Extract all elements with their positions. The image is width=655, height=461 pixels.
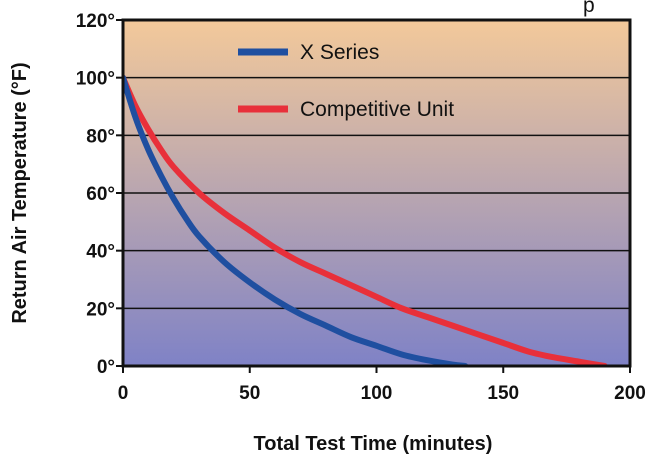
grid-lines	[123, 76, 630, 310]
y-tick-label: 80°	[86, 126, 115, 147]
x-tick-label: 50	[239, 383, 260, 404]
x-axis-title: Total Test Time (minutes)	[254, 433, 493, 455]
y-axis-title: Return Air Temperature (°F)	[9, 62, 31, 323]
legend-label: X Series	[300, 41, 379, 64]
y-tick-label: 0°	[97, 357, 115, 378]
y-tick-label: 100°	[76, 69, 115, 90]
y-tick-label: 120°	[76, 11, 115, 32]
series-lines	[123, 74, 608, 366]
y-tick-label: 40°	[86, 242, 115, 263]
legend-label: Competitive Unit	[300, 98, 454, 121]
series-line-x-series	[123, 74, 469, 366]
x-tick-label: 200	[614, 383, 646, 404]
y-axis: 0° 20° 40° 60° 80° 100° 120°	[76, 11, 123, 378]
x-tick-label: 100	[361, 383, 393, 404]
x-tick-label: 150	[487, 383, 519, 404]
legend: X Series Competitive Unit	[238, 41, 454, 121]
y-tick-label: 20°	[86, 299, 115, 320]
x-axis: 0 50 100 150 200	[118, 366, 646, 404]
series-line-competitive-unit	[123, 74, 608, 366]
y-tick-label: 60°	[86, 184, 115, 205]
chart-title-fragment: p	[583, 0, 595, 17]
x-tick-label: 0	[118, 383, 129, 404]
